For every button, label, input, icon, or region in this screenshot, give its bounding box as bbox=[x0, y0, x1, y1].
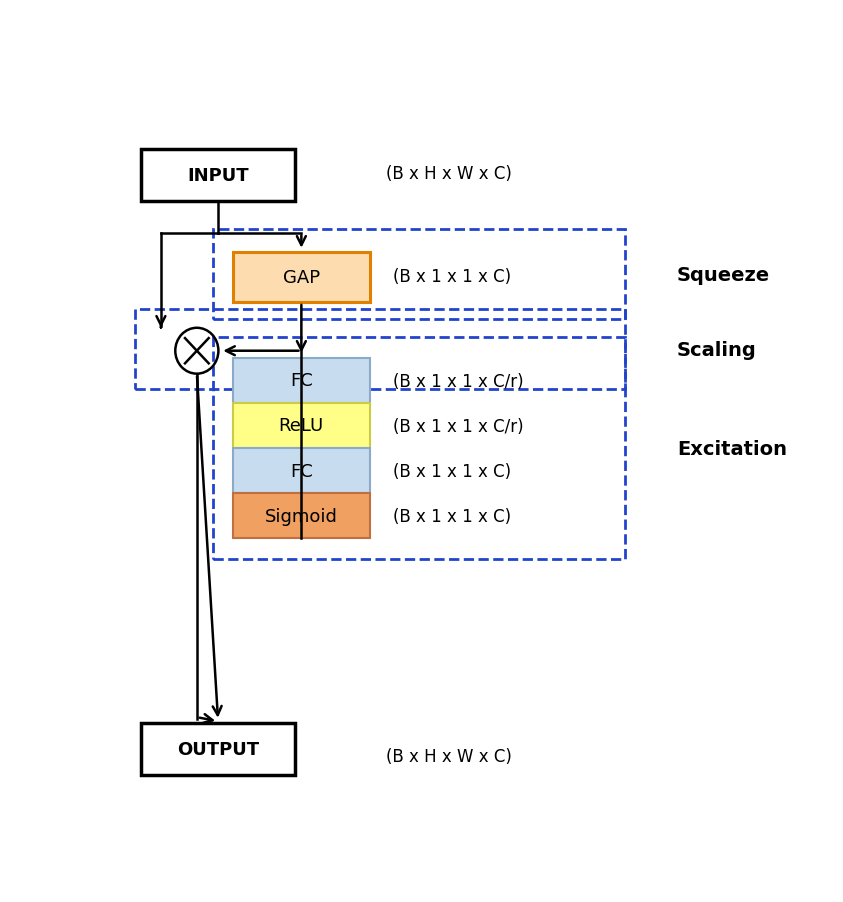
Text: Squeeze: Squeeze bbox=[677, 265, 771, 284]
FancyBboxPatch shape bbox=[233, 253, 370, 303]
Text: (B x 1 x 1 x C/r): (B x 1 x 1 x C/r) bbox=[393, 373, 524, 391]
FancyBboxPatch shape bbox=[233, 448, 370, 493]
Text: INPUT: INPUT bbox=[187, 167, 249, 185]
Text: (B x 1 x 1 x C/r): (B x 1 x 1 x C/r) bbox=[393, 418, 524, 436]
Text: Scaling: Scaling bbox=[677, 340, 757, 359]
FancyBboxPatch shape bbox=[142, 723, 295, 775]
Text: Sigmoid: Sigmoid bbox=[265, 507, 338, 525]
Text: (B x H x W x C): (B x H x W x C) bbox=[386, 747, 513, 765]
Text: (B x 1 x 1 x C): (B x 1 x 1 x C) bbox=[393, 463, 511, 481]
FancyBboxPatch shape bbox=[233, 403, 370, 448]
Text: ReLU: ReLU bbox=[279, 417, 324, 435]
Text: (B x 1 x 1 x C): (B x 1 x 1 x C) bbox=[393, 508, 511, 526]
Text: GAP: GAP bbox=[282, 269, 320, 287]
FancyBboxPatch shape bbox=[233, 358, 370, 403]
Text: FC: FC bbox=[290, 462, 313, 480]
Text: FC: FC bbox=[290, 372, 313, 390]
FancyBboxPatch shape bbox=[233, 493, 370, 538]
Text: (B x H x W x C): (B x H x W x C) bbox=[386, 165, 513, 183]
FancyBboxPatch shape bbox=[142, 150, 295, 202]
Text: Excitation: Excitation bbox=[677, 439, 787, 458]
Text: OUTPUT: OUTPUT bbox=[177, 740, 259, 758]
Text: (B x 1 x 1 x C): (B x 1 x 1 x C) bbox=[393, 268, 511, 286]
